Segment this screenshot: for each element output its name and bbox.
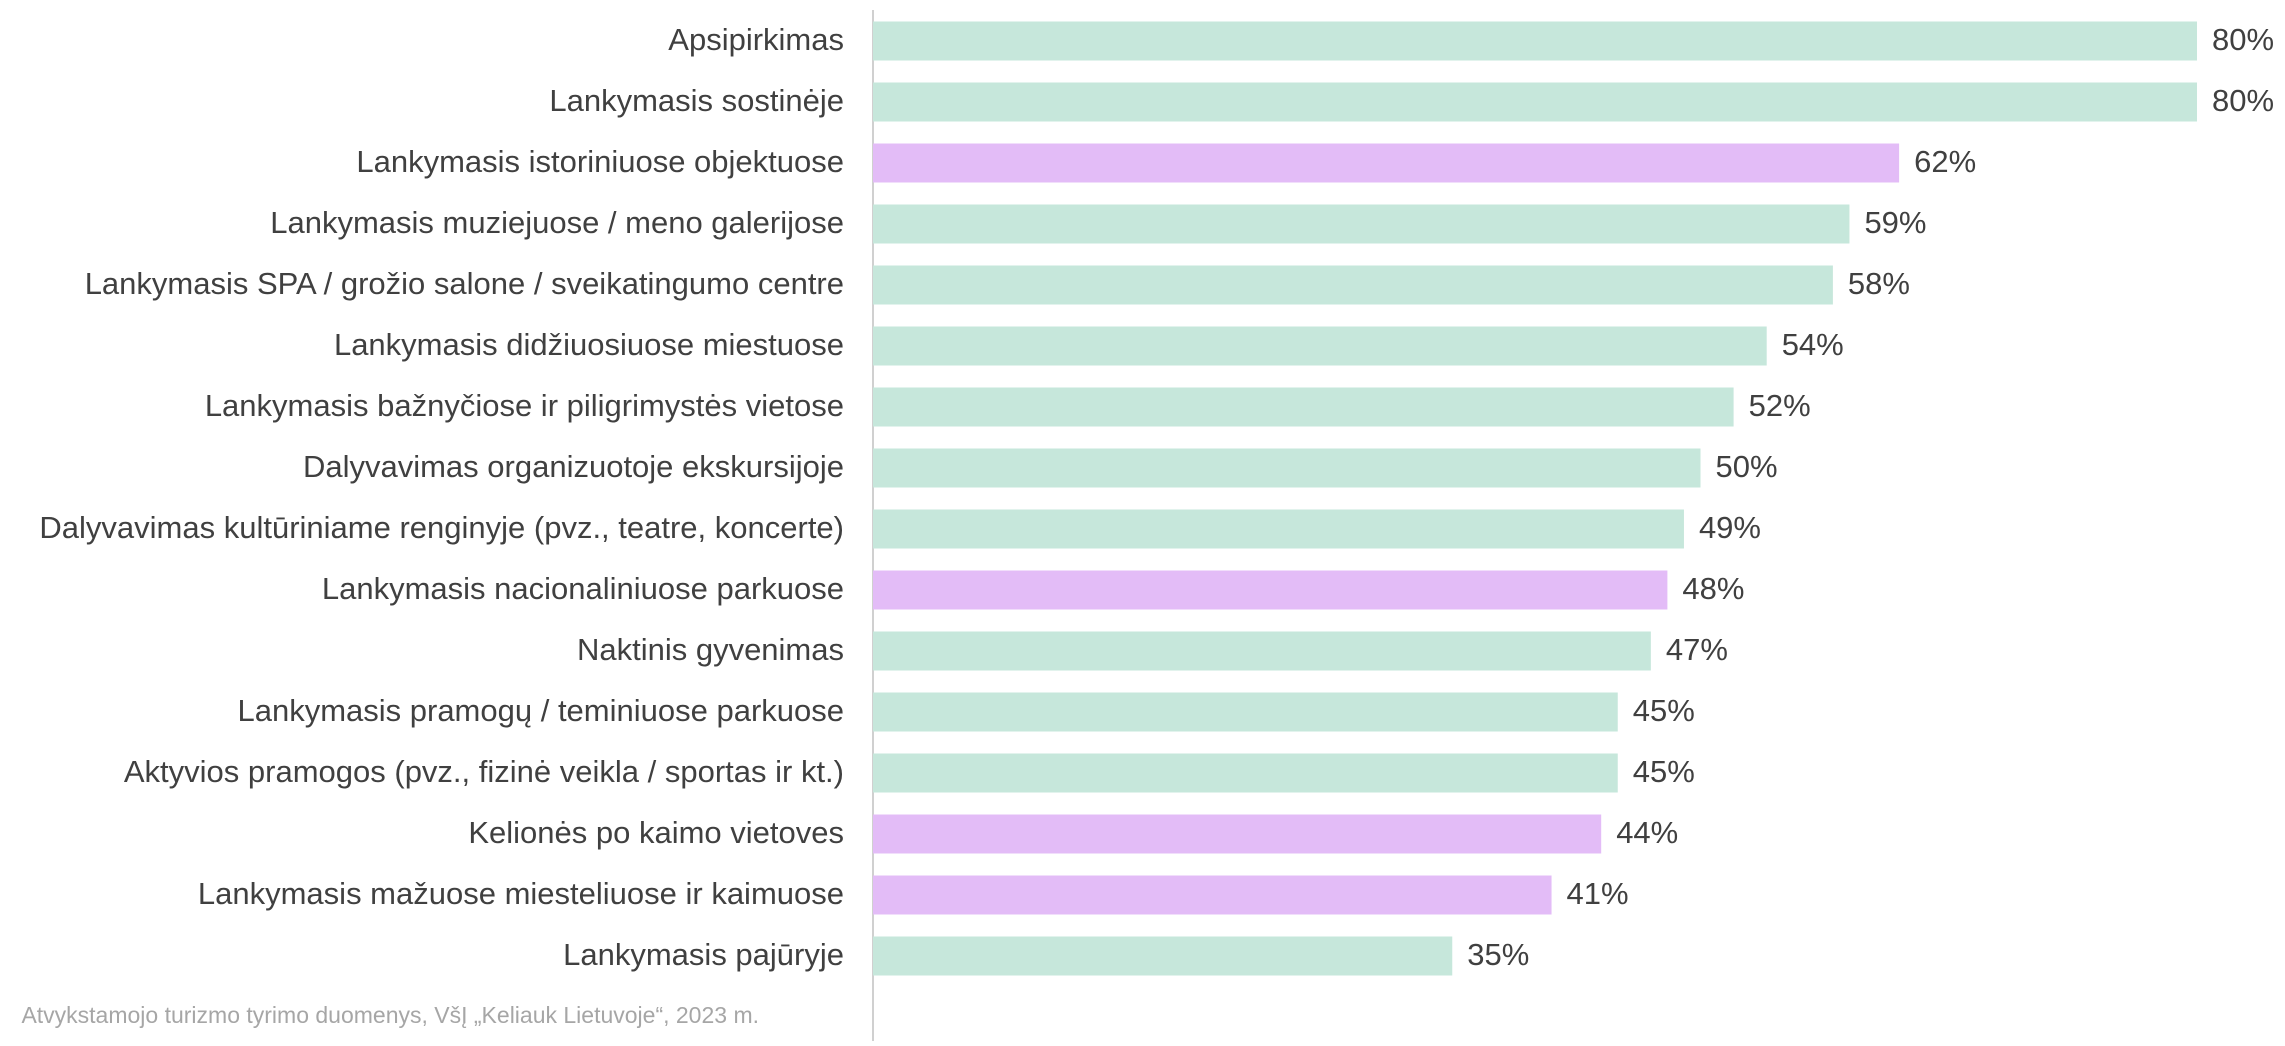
category-label: Lankymasis sostinėje xyxy=(549,83,844,118)
value-label: 58% xyxy=(1848,266,1910,301)
value-label: 35% xyxy=(1467,937,1529,972)
bar xyxy=(873,875,1552,915)
category-label: Dalyvavimas kultūriniame renginyje (pvz.… xyxy=(39,510,844,545)
category-label: Kelionės po kaimo vietoves xyxy=(468,815,844,850)
bar xyxy=(873,82,2197,122)
category-label: Lankymasis nacionaliniuose parkuose xyxy=(322,571,844,606)
value-label: 80% xyxy=(2212,83,2274,118)
value-label: 41% xyxy=(1567,876,1629,911)
category-label: Lankymasis pajūryje xyxy=(563,937,844,972)
category-label: Apsipirkimas xyxy=(668,22,844,57)
bar xyxy=(873,692,1618,732)
value-label: 45% xyxy=(1633,754,1695,789)
bar xyxy=(873,936,1453,976)
category-label: Lankymasis istoriniuose objektuose xyxy=(356,144,844,179)
category-label: Lankymasis pramogų / teminiuose parkuose xyxy=(237,693,844,728)
bar xyxy=(873,509,1684,549)
bar xyxy=(873,387,1734,427)
source-note: Atvykstamojo turizmo tyrimo duomenys, Vš… xyxy=(21,1002,759,1028)
value-label: 52% xyxy=(1749,388,1811,423)
bar xyxy=(873,21,2197,61)
value-label: 62% xyxy=(1914,144,1976,179)
category-label: Lankymasis bažnyčiose ir piligrimystės v… xyxy=(205,388,844,423)
bar xyxy=(873,204,1850,244)
value-label: 54% xyxy=(1782,327,1844,362)
value-label: 44% xyxy=(1616,815,1678,850)
value-label: 47% xyxy=(1666,632,1728,667)
bar xyxy=(873,631,1651,671)
category-label: Dalyvavimas organizuotoje ekskursijoje xyxy=(303,449,844,484)
value-label: 50% xyxy=(1716,449,1778,484)
bar xyxy=(873,143,1900,183)
category-label: Lankymasis SPA / grožio salone / sveikat… xyxy=(85,266,844,301)
value-label: 80% xyxy=(2212,22,2274,57)
category-label: Lankymasis mažuose miesteliuose ir kaimu… xyxy=(198,876,844,911)
category-label: Aktyvios pramogos (pvz., fizinė veikla /… xyxy=(124,754,844,789)
bar xyxy=(873,265,1833,305)
value-label: 48% xyxy=(1682,571,1744,606)
bar xyxy=(873,570,1668,610)
bar xyxy=(873,814,1602,854)
bar xyxy=(873,326,1767,366)
category-label: Naktinis gyvenimas xyxy=(577,632,844,667)
category-label: Lankymasis didžiuosiuose miestuose xyxy=(334,327,844,362)
bar xyxy=(873,448,1701,488)
category-label: Lankymasis muziejuose / meno galerijose xyxy=(270,205,844,240)
value-label: 49% xyxy=(1699,510,1761,545)
value-label: 45% xyxy=(1633,693,1695,728)
bar xyxy=(873,753,1618,793)
value-label: 59% xyxy=(1864,205,1926,240)
